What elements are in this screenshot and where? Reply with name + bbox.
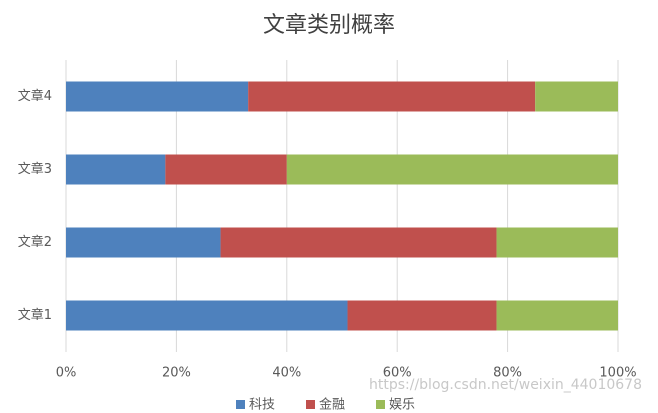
bar-segment — [220, 227, 497, 258]
watermark: https://blog.csdn.net/weixin_44010678 — [369, 377, 642, 393]
bar-segment — [66, 227, 221, 258]
x-tick-label: 0% — [56, 366, 77, 381]
legend-label: 娱乐 — [389, 398, 415, 413]
legend-swatch — [236, 400, 245, 409]
x-tick-label: 60% — [383, 366, 412, 381]
legend-label: 科技 — [249, 398, 275, 413]
legend-swatch — [306, 400, 315, 409]
bar-segment — [347, 300, 497, 331]
bar-segment — [66, 81, 249, 112]
y-tick-label: 文章1 — [18, 307, 52, 323]
bar-segment — [286, 154, 618, 185]
bar-segment — [535, 81, 618, 112]
bar-segment — [66, 300, 348, 331]
bar-segment — [248, 81, 536, 112]
legend-swatch — [376, 400, 385, 409]
bar-segment — [496, 300, 618, 331]
x-tick-label: 100% — [599, 366, 636, 381]
y-tick-label: 文章2 — [18, 234, 52, 250]
y-tick-label: 文章3 — [18, 161, 52, 177]
y-tick-label: 文章4 — [18, 88, 52, 104]
bar-segment — [66, 154, 166, 185]
legend-label: 金融 — [319, 397, 345, 413]
x-tick-label: 40% — [272, 366, 301, 381]
bar-segment — [165, 154, 287, 185]
bar-segment — [496, 227, 618, 258]
chart-title: 文章类别概率 — [263, 13, 395, 38]
x-tick-label: 20% — [162, 366, 191, 381]
x-tick-label: 80% — [493, 366, 522, 381]
